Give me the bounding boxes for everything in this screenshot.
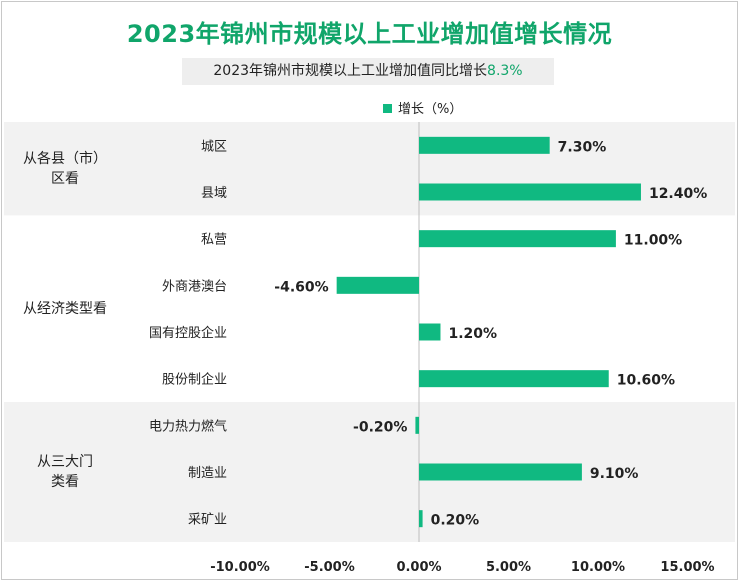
- chart-title: 2023年锦州市规模以上工业增加值增长情况: [126, 20, 613, 48]
- bar: [419, 183, 641, 201]
- subtitle-text: 2023年锦州市规模以上工业增加值同比增长: [213, 63, 488, 79]
- bar: [419, 136, 550, 154]
- group-label-line: 类看: [51, 474, 79, 490]
- legend-label: 增长（%）: [398, 102, 463, 117]
- data-label: 10.60%: [617, 373, 675, 389]
- group-label: 从三大门 类看: [10, 452, 120, 492]
- bar: [419, 463, 582, 481]
- data-label: 12.40%: [649, 186, 707, 202]
- data-label: 7.30%: [558, 139, 607, 155]
- category-label: 外商港澳台: [162, 278, 227, 294]
- category-label: 城区: [201, 139, 227, 154]
- group-label-line: 区看: [51, 170, 79, 187]
- group-label-line: 从经济类型看: [23, 300, 107, 317]
- data-label: -0.20%: [353, 419, 407, 435]
- category-label: 私营: [201, 233, 227, 248]
- x-tick-label: -5.00%: [304, 560, 355, 575]
- data-label: 9.10%: [590, 466, 639, 482]
- bar: [419, 323, 441, 341]
- category-label: 县域: [201, 186, 227, 201]
- group-label: 从经济类型看: [10, 299, 120, 319]
- group-label-line: 从三大门: [37, 454, 93, 470]
- chart-subtitle: 2023年锦州市规模以上工业增加值同比增长8.3%: [182, 58, 554, 85]
- data-label: 1.20%: [448, 326, 497, 342]
- category-label: 采矿业: [188, 513, 227, 528]
- category-label: 制造业: [188, 466, 227, 481]
- data-label: 0.20%: [431, 513, 480, 529]
- x-tick-label: 15.00%: [660, 560, 714, 575]
- group-label-line: 从各县（市）: [23, 150, 107, 167]
- data-label: 11.00%: [624, 233, 682, 249]
- bar: [419, 510, 423, 528]
- x-tick-label: 5.00%: [486, 560, 531, 575]
- bar: [336, 276, 419, 294]
- category-label: 股份制企业: [162, 372, 227, 388]
- category-label: 国有控股企业: [149, 325, 227, 341]
- x-tick-label: 10.00%: [571, 560, 625, 575]
- bar: [419, 370, 609, 388]
- data-label: -4.60%: [274, 279, 328, 295]
- category-label: 电力热力燃气: [149, 418, 227, 434]
- bar: [419, 230, 616, 248]
- subtitle-highlight: 8.3%: [487, 63, 523, 79]
- x-tick-label: -10.00%: [210, 560, 270, 575]
- group-label: 从各县（市） 区看: [10, 149, 120, 189]
- legend-swatch: [383, 104, 392, 113]
- x-tick-label: 0.00%: [396, 560, 441, 575]
- bar: [415, 416, 419, 434]
- legend: 增长（%）: [383, 98, 462, 117]
- group-band: [4, 402, 735, 542]
